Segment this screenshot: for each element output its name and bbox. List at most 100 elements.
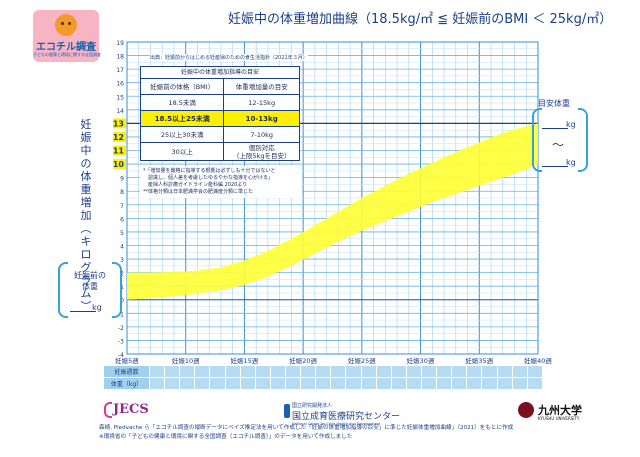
record-cell[interactable] bbox=[420, 365, 438, 378]
guide-note: **体格分類は日本肥満学会の肥満度分類に準じた bbox=[143, 189, 254, 195]
y-axis-label-char: ︵ bbox=[80, 222, 92, 235]
target-weight-upper-unit: kg bbox=[566, 120, 576, 129]
record-cell[interactable] bbox=[526, 377, 544, 390]
record-cell[interactable] bbox=[345, 377, 362, 390]
guide-gain-line: 個別対応 bbox=[248, 143, 275, 152]
table-row: 体重（kg） bbox=[103, 377, 544, 390]
record-cell[interactable] bbox=[481, 377, 498, 390]
record-cell[interactable] bbox=[209, 377, 226, 390]
row-header-weeks: 妊娠週数 bbox=[103, 365, 150, 378]
record-cell[interactable] bbox=[405, 377, 422, 390]
record-cell[interactable] bbox=[224, 365, 241, 378]
record-cell[interactable] bbox=[436, 365, 453, 378]
y-tick-label: -3 bbox=[118, 338, 124, 345]
target-weight-range-tilde: ～ bbox=[552, 138, 565, 152]
record-cell[interactable] bbox=[481, 365, 498, 378]
y-tick-label: 0 bbox=[120, 298, 124, 305]
y-tick-label: 18 bbox=[116, 54, 124, 61]
record-cell[interactable] bbox=[526, 365, 544, 378]
guide-source: 出典：妊娠前からはじめる妊産婦のための食生活指針（2021年３月） bbox=[150, 54, 308, 61]
y-tick-label: 11 bbox=[113, 147, 125, 156]
record-cell[interactable] bbox=[405, 365, 422, 378]
ncchd-logo-icon bbox=[284, 404, 290, 418]
y-axis-label-char: 中 bbox=[80, 144, 92, 157]
record-cell[interactable] bbox=[511, 377, 528, 390]
record-cell[interactable] bbox=[194, 377, 211, 390]
record-cell[interactable] bbox=[496, 365, 513, 378]
record-cell[interactable] bbox=[239, 365, 256, 378]
record-cell[interactable] bbox=[315, 365, 332, 378]
record-cell[interactable] bbox=[194, 365, 211, 378]
record-cell[interactable] bbox=[164, 377, 181, 390]
y-axis-label-char: 増 bbox=[80, 196, 92, 209]
y-axis-label-char: 妊 bbox=[80, 118, 92, 131]
record-cell[interactable] bbox=[179, 365, 196, 378]
record-cell[interactable] bbox=[269, 377, 286, 390]
record-cell[interactable] bbox=[345, 365, 362, 378]
record-cell[interactable] bbox=[466, 365, 483, 378]
record-cell[interactable] bbox=[466, 377, 483, 390]
y-tick-label: 6 bbox=[120, 216, 124, 223]
y-tick-label: -4 bbox=[118, 352, 124, 359]
record-cell[interactable] bbox=[179, 377, 196, 390]
table-row: 25以上30未満 7-10kg bbox=[139, 126, 300, 143]
kyushu-university-subtitle: KYUSHU UNIVERSITY bbox=[538, 416, 580, 421]
ecochil-logo: エコチル調査 子どもの健康と環境に関する全国調査 bbox=[33, 10, 101, 62]
credit-line-1: 森崎, Pledvache ら「エコチル調査の縦断データにベイズ推定法を用いて作… bbox=[99, 425, 514, 431]
record-cell[interactable] bbox=[239, 377, 256, 390]
record-cell[interactable] bbox=[420, 377, 438, 390]
guide-bmi-cell: 18.5以上25未満 bbox=[139, 110, 225, 127]
target-weight-upper-input-line[interactable] bbox=[542, 128, 568, 129]
weight-gain-band bbox=[127, 123, 538, 300]
prepregnancy-weight-input-line[interactable] bbox=[70, 311, 96, 312]
ncchd-line1: 国立研究開発法人 bbox=[292, 403, 333, 409]
y-axis-label-char: 重 bbox=[80, 183, 92, 196]
record-cell[interactable] bbox=[390, 365, 407, 378]
record-cell[interactable] bbox=[209, 365, 226, 378]
guide-col-bmi-header: 妊娠前の体格（BMI） bbox=[139, 78, 225, 95]
record-cell[interactable] bbox=[254, 365, 271, 378]
page-title: 妊娠中の体重増加曲線（18.5kg/㎡ ≦ 妊娠前のBMI ＜ 25kg/㎡） bbox=[228, 12, 613, 27]
table-row-highlighted: 18.5以上25未満 10-13kg bbox=[139, 110, 300, 127]
x-tick-label: 妊娠35週 bbox=[465, 356, 493, 365]
record-cell[interactable] bbox=[360, 365, 377, 378]
record-cell[interactable] bbox=[451, 365, 468, 378]
record-cell[interactable] bbox=[300, 365, 317, 378]
record-cell[interactable] bbox=[148, 365, 166, 378]
record-cell[interactable] bbox=[390, 377, 407, 390]
x-tick-label: 妊娠15週 bbox=[231, 356, 259, 365]
prepregnancy-weight-label: 妊娠前の 体重 bbox=[66, 270, 114, 292]
jecs-logo: JECS bbox=[113, 402, 149, 417]
record-cell[interactable] bbox=[436, 377, 453, 390]
y-axis-label-char: ︶ bbox=[80, 300, 92, 313]
guide-gain-cell: 10-13kg bbox=[223, 110, 300, 127]
record-cell[interactable] bbox=[315, 377, 332, 390]
row-header-weight: 体重（kg） bbox=[103, 377, 150, 390]
x-tick-label: 妊娠25週 bbox=[348, 356, 376, 365]
record-cell[interactable] bbox=[375, 377, 392, 390]
target-weight-lower-unit: kg bbox=[566, 158, 576, 167]
y-tick-label: -1 bbox=[118, 311, 124, 318]
record-cell[interactable] bbox=[164, 365, 181, 378]
record-cell[interactable] bbox=[284, 365, 302, 378]
record-cell[interactable] bbox=[375, 365, 392, 378]
record-cell[interactable] bbox=[254, 377, 271, 390]
record-cell[interactable] bbox=[496, 377, 513, 390]
record-cell[interactable] bbox=[148, 377, 166, 390]
record-cell[interactable] bbox=[269, 365, 286, 378]
y-tick-label: 17 bbox=[116, 67, 124, 74]
y-axis-label-char: 加 bbox=[80, 209, 92, 222]
record-cell[interactable] bbox=[330, 365, 347, 378]
record-cell[interactable] bbox=[360, 377, 377, 390]
guide-notes: *「増加量を厳格に指導する根拠は必ずしも十分ではないと 認識し、個人差を考慮した… bbox=[140, 166, 302, 198]
record-cell[interactable] bbox=[511, 365, 528, 378]
record-cell[interactable] bbox=[451, 377, 468, 390]
record-cell[interactable] bbox=[300, 377, 317, 390]
target-weight-lower-input-line[interactable] bbox=[542, 166, 568, 167]
record-cell[interactable] bbox=[224, 377, 241, 390]
record-cell[interactable] bbox=[330, 377, 347, 390]
prepregnancy-bracket-right bbox=[112, 262, 122, 318]
guide-bmi-cell: 25以上30未満 bbox=[139, 126, 225, 143]
guide-note: 認識し、個人差を考慮したゆるやかな指導を心がける」 bbox=[143, 175, 274, 181]
record-cell[interactable] bbox=[284, 377, 302, 390]
